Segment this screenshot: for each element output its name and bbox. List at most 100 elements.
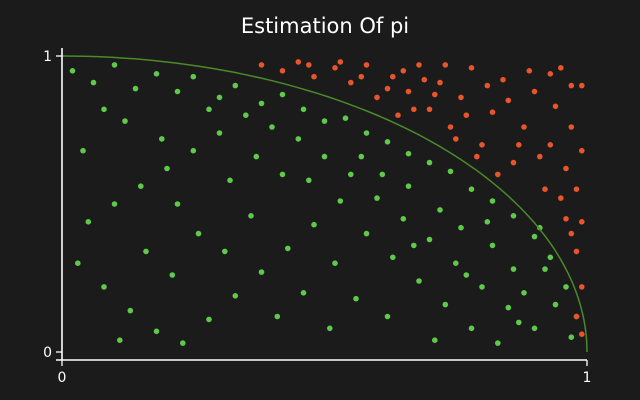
inside-point [222,248,228,255]
inside-point [274,313,281,320]
outside-point [463,112,470,118]
inside-point [463,272,470,278]
y-tick-label-1: 1 [43,49,52,65]
outside-point [563,165,569,172]
x-tick-label-0: 0 [58,370,67,386]
inside-point [353,295,359,302]
outside-point [526,68,533,74]
outside-point [400,68,407,74]
outside-point [416,62,422,68]
inside-point [111,62,118,68]
outside-point [411,106,417,113]
points-layer [69,59,585,346]
inside-point [453,260,459,267]
inside-point [426,159,433,166]
inside-point [479,284,485,290]
inside-point [285,245,291,252]
inside-point [190,73,197,80]
outside-point [563,216,569,222]
inside-point [232,82,239,89]
inside-point [111,201,118,207]
outside-point [468,65,475,71]
outside-point [500,76,506,83]
inside-point [306,177,312,184]
inside-point [169,272,176,278]
y-tick-label-0: 0 [43,345,52,361]
inside-point [405,183,412,189]
inside-point [153,328,160,335]
inside-point [358,153,365,160]
inside-point [505,304,512,311]
inside-point [542,266,548,272]
inside-point [384,313,391,320]
inside-point [311,221,317,228]
outside-point [295,59,302,65]
inside-point [416,278,422,284]
inside-point [568,334,575,341]
inside-point [279,171,286,178]
inside-point [537,224,543,231]
outside-point [573,248,580,255]
outside-point [579,219,585,225]
outside-point [279,68,286,74]
inside-point [122,118,128,124]
inside-point [69,68,76,74]
outside-point [579,82,585,89]
inside-point [510,266,517,272]
inside-point [164,165,170,172]
inside-point [190,147,197,154]
outside-point [558,195,564,201]
outside-point [558,65,564,71]
inside-point [489,242,496,249]
inside-point [206,106,212,113]
outside-point [510,159,517,166]
inside-point [337,198,344,204]
inside-point [195,230,202,237]
outside-point [405,88,412,95]
inside-point [510,213,517,219]
inside-point [531,325,538,332]
inside-point [458,224,464,231]
inside-point [400,216,407,222]
outside-point [542,186,548,192]
inside-point [117,337,123,344]
outside-point [363,62,370,68]
inside-point [411,242,417,249]
inside-point [159,136,165,142]
outside-point [489,109,496,115]
inside-point [216,130,223,136]
outside-point [573,313,580,320]
inside-point [258,100,265,107]
inside-point [269,124,275,130]
outside-point [421,76,428,83]
outside-point [552,103,559,110]
inside-point [174,88,181,95]
outside-point [447,124,454,130]
inside-point [206,316,212,323]
inside-point [521,290,527,296]
inside-point [232,293,239,299]
inside-point [174,201,181,207]
inside-point [363,130,370,136]
inside-point [153,71,160,77]
outside-point [516,142,522,148]
inside-point [101,106,107,113]
inside-point [132,85,139,92]
inside-point [279,91,286,98]
outside-point [395,112,401,118]
outside-point [537,153,543,160]
outside-point [306,62,312,68]
inside-point [437,207,443,213]
inside-point [327,325,333,332]
inside-point [442,301,449,308]
inside-point [321,153,328,160]
outside-point [521,124,527,130]
outside-point [474,153,480,160]
axes: 0 1 0 1 [43,48,591,386]
outside-point [479,142,485,148]
inside-point [75,260,81,267]
inside-point [484,219,491,225]
outside-point [258,62,265,68]
inside-point [243,112,249,118]
outside-point [442,62,449,68]
